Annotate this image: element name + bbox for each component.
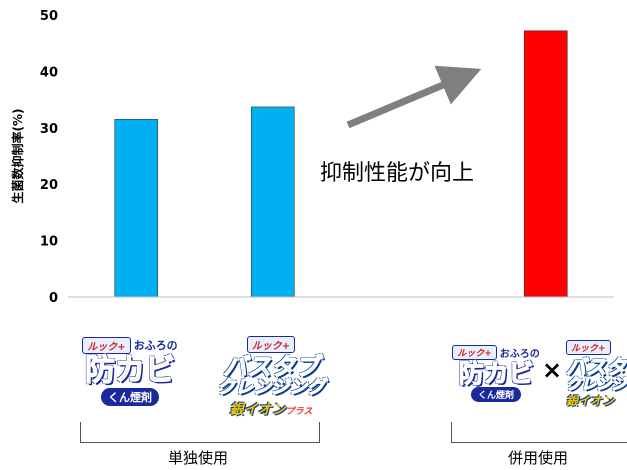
y-axis-label: 生菌数抑制率(%) [10, 109, 25, 204]
product-name: 防カビ [458, 358, 534, 388]
y-axis-ticks: 0 10 20 30 40 50 [40, 9, 58, 306]
brand-tag: ルック+ [566, 339, 611, 355]
y-tick-label: 0 [49, 291, 58, 306]
product-bofukabi-logo-combined: ルック+ おふろの 防カビ くん煙剤 [448, 335, 544, 411]
bar [523, 30, 568, 298]
product-note: 銀イオンプラス [230, 399, 313, 419]
plus-label: プラス [285, 406, 313, 417]
product-note: くん煙剤 [101, 387, 159, 406]
product-name-line2: クレンジング [216, 376, 325, 398]
single-use-label: 単独使用 [168, 449, 229, 467]
y-tick-label: 30 [40, 122, 58, 137]
product-name-line2: クレンジング [566, 374, 627, 393]
brand-tag: ルック+ [246, 335, 296, 353]
product-bofukabi-logo: ルック+ おふろの 防カビ くん煙剤 [74, 327, 186, 415]
y-tick-label: 20 [40, 178, 58, 193]
bars [114, 30, 568, 298]
brand-row: ルック+ おふろの [82, 336, 178, 354]
bar [250, 106, 295, 298]
silver-ion-label: 銀イオン [229, 401, 286, 418]
y-tick-label: 10 [40, 235, 58, 250]
brand-tag: ルック+ [82, 336, 131, 354]
brand-tag: ルック+ [452, 344, 497, 360]
bar-chart: 0 10 20 30 40 50 生菌数抑制率(%) 抑制性能が向上 [10, 9, 614, 306]
trend-arrow [346, 65, 482, 129]
combined-use-bracket [451, 422, 627, 443]
product-name-line1: バスタブ [566, 354, 627, 379]
single-use-bracket [80, 422, 320, 443]
product-note: くん煙剤 [470, 386, 521, 402]
y-tick-label: 40 [40, 65, 58, 80]
product-inner: ルック+ バスタブ クレンジング 銀イオン [566, 330, 627, 418]
product-name-line1: バスタブ [222, 352, 319, 381]
product-note: 銀イオン [566, 393, 615, 408]
bar [114, 119, 159, 298]
times-symbol: × [542, 356, 563, 384]
product-sub-label: おふろの [499, 348, 540, 360]
brand-row: ルック+ おふろの [452, 344, 540, 360]
product-sub-label: おふろの [133, 339, 178, 352]
product-bathtub-cleansing-logo-combined: ルック+ バスタブ クレンジング 銀イオン [566, 330, 627, 418]
product-name: 防カビ [84, 352, 175, 388]
annotation-text: 抑制性能が向上 [320, 161, 474, 186]
combined-use-label: 併用使用 [508, 449, 569, 467]
y-tick-label: 50 [40, 9, 58, 24]
product-bathtub-cleansing-logo: ルック+ バスタブ クレンジング 銀イオンプラス [212, 325, 330, 429]
